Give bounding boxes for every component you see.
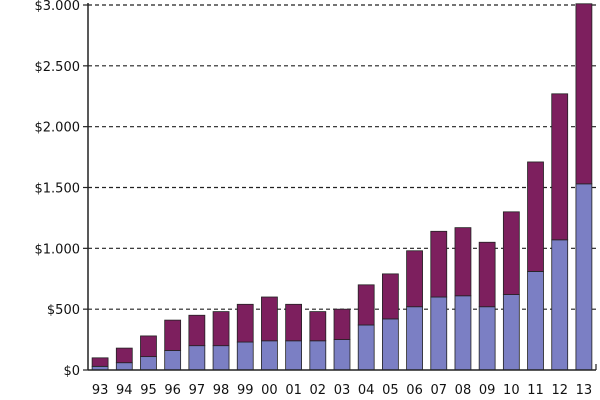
y-tick-label: $0 [63,364,80,379]
bar-segment-top [261,296,278,342]
bar-segment-top [164,319,182,351]
bar-segment-top [91,357,109,367]
y-tick-label: $1.500 [35,182,81,197]
y-tick-labels: $0 $500 $1.000 $1.500 $2.000 $2.500 $3.000 [35,0,81,379]
x-tick-label: 06 [406,383,423,398]
x-tick-label: 07 [430,383,447,398]
bar-segment-bottom [188,345,206,371]
bar-segment-bottom [164,350,182,371]
x-tick-label: 13 [576,383,593,398]
bar-segment-bottom [430,296,448,371]
bar-segment-top [454,227,472,297]
bar-segment-top [188,314,206,347]
x-tick-label: 09 [479,383,496,398]
x-tick-label: 99 [237,383,254,398]
bar-segment-bottom [406,306,423,371]
bar-segment-bottom [575,183,593,371]
bar-segment-top [212,311,230,347]
y-tick-label: $500 [47,303,80,318]
bar-segment-top [285,303,303,342]
y-tick-label: $2.000 [35,121,81,136]
bar-segment-top [309,311,327,342]
bar-segment-top [502,211,520,295]
bar-segment-bottom [502,294,520,371]
bar-segment-bottom [115,362,133,371]
bar-segment-top [357,284,375,326]
y-tick-label: $1.000 [35,242,81,257]
bar-segment-top [236,303,254,343]
bar-segment-top [551,93,569,241]
bar-segment-top [381,273,399,320]
bar-segment-bottom [454,295,472,371]
bar-segment-top [406,250,423,308]
x-tick-label: 04 [358,383,375,398]
y-tick-label: $2.500 [35,60,81,75]
bar-segment-bottom [381,318,399,371]
bar-segment-bottom [551,239,569,371]
bar-segment-top [430,230,448,298]
bar-segment-bottom [236,341,254,371]
y-tick-label: $3.000 [35,0,81,14]
x-tick-label: 08 [455,383,472,398]
x-tick-label: 00 [261,383,278,398]
bar-segment-bottom [357,324,375,371]
bar-segment-top [115,347,133,364]
gridlines [88,4,596,310]
x-tick-label: 96 [164,383,181,398]
axes [83,3,597,371]
bar-segment-top [575,3,593,185]
x-tick-label: 10 [503,383,520,398]
bar-segment-top [478,241,496,308]
x-tick-label: 03 [334,383,351,398]
bar-segment-bottom [309,340,327,371]
bar-segment-top [333,308,351,340]
x-tick-label: 95 [140,383,157,398]
x-tick-label: 94 [116,383,133,398]
bar-segment-bottom [333,339,351,371]
x-tick-label: 05 [382,383,399,398]
x-tick-label: 12 [551,383,568,398]
bar-segment-bottom [285,340,303,371]
bar-segment-bottom [212,345,230,371]
bar-segment-top [140,335,157,358]
bar-segment-bottom [140,356,157,371]
x-tick-label: 01 [285,383,302,398]
x-tick-label: 98 [213,383,230,398]
x-tick-labels: 93 94 95 96 97 98 99 00 01 02 03 04 05 06 07 08 09 10 11 12… [92,383,592,398]
x-tick-label: 11 [527,383,544,398]
x-tick-label: 97 [189,383,206,398]
bar-segment-bottom [261,340,278,371]
bar-segment-bottom [478,306,496,371]
bar-segment-top [527,161,544,272]
x-tick-label: 93 [92,383,109,398]
x-tick-label: 02 [310,383,327,398]
bars [91,3,593,371]
bar-segment-bottom [527,271,544,371]
